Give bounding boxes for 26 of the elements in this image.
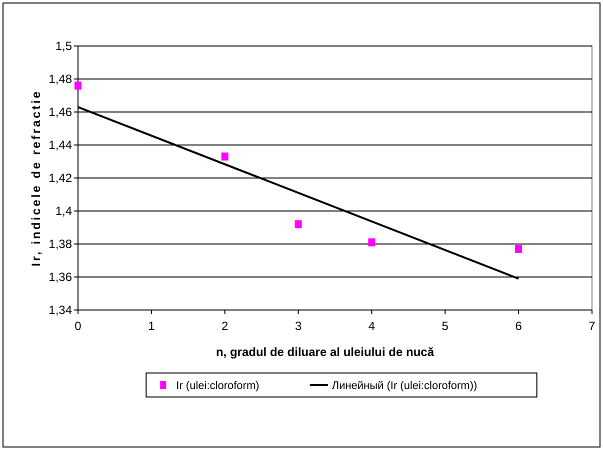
- y-tick-label: 1,36: [48, 270, 72, 284]
- y-tick-label: 1,4: [55, 204, 72, 218]
- point: [221, 152, 228, 161]
- x-tick-label: 0: [74, 319, 82, 333]
- y-tick-label: 1,38: [48, 237, 72, 252]
- x-tick-label: 4: [368, 319, 376, 333]
- y-tick-label: 1,42: [48, 171, 72, 186]
- point: [368, 238, 376, 246]
- y-axis-title: Ir, indicele de refractie: [29, 90, 43, 266]
- x-axis-title: n, gradul de diluare al uleiului de nucă: [216, 345, 434, 359]
- legend-label: Ir (ulei:cloroform): [176, 380, 260, 392]
- x-tick-label: 6: [515, 319, 522, 333]
- x-tick-label: 3: [294, 319, 302, 333]
- x-tick-label: 1: [148, 319, 156, 333]
- point: [74, 82, 82, 90]
- y-tick-label: 1,34: [48, 303, 72, 318]
- point: [294, 220, 302, 228]
- x-tick-label: 2: [222, 319, 229, 333]
- point: [515, 244, 522, 253]
- y-tick-label: 1,46: [48, 105, 72, 120]
- x-tick-label: 5: [442, 319, 449, 333]
- legend-label: Линейный (Ir (ulei:cloroform)): [332, 380, 478, 392]
- x-tick-label: 7: [588, 319, 596, 333]
- y-tick-label: 1,48: [48, 72, 72, 86]
- y-tick-label: 1,44: [48, 138, 72, 152]
- y-tick-label: 1,5: [55, 39, 72, 54]
